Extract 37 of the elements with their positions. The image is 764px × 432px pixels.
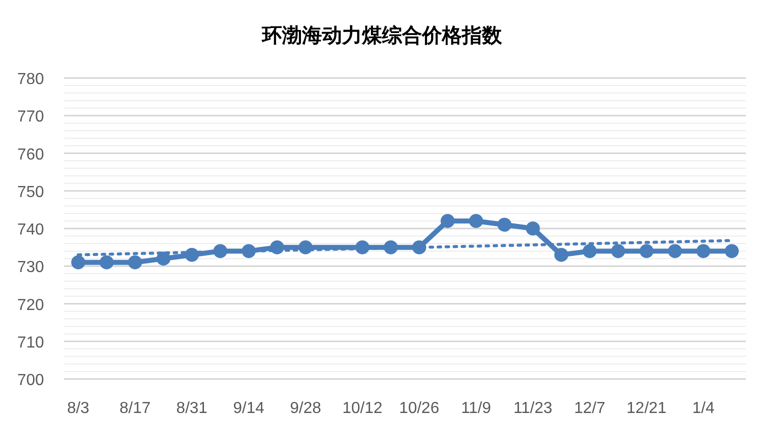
y-tick-label: 770 xyxy=(17,108,44,126)
x-tick-label: 8/31 xyxy=(176,400,208,417)
y-tick-label: 780 xyxy=(17,71,44,88)
x-tick-label: 11/23 xyxy=(513,400,552,417)
point xyxy=(128,255,142,270)
x-tick-label: 8/3 xyxy=(67,400,90,417)
y-tick-label: 730 xyxy=(17,259,44,276)
y-tick-label: 740 xyxy=(17,222,44,238)
point xyxy=(497,218,512,232)
y-tick-label: 750 xyxy=(17,184,44,201)
x-tick-label: 12/7 xyxy=(574,400,606,417)
point xyxy=(100,255,114,270)
x-tick-label: 12/21 xyxy=(626,400,667,417)
x-tick-label: 9/28 xyxy=(290,400,322,417)
point xyxy=(611,244,626,258)
point xyxy=(668,244,682,258)
point xyxy=(440,214,455,228)
y-tick-label: 720 xyxy=(17,296,44,314)
point xyxy=(469,214,484,228)
x-tick-label: 9/14 xyxy=(233,400,264,417)
point xyxy=(156,252,170,266)
y-tick-label: 760 xyxy=(17,146,44,164)
point xyxy=(526,222,540,236)
x-tick-label: 11/9 xyxy=(461,400,492,417)
point xyxy=(71,255,86,270)
point xyxy=(582,244,597,258)
x-tick-label: 1/4 xyxy=(692,400,715,417)
point xyxy=(554,248,568,262)
point xyxy=(640,244,654,258)
x-tick-label: 10/26 xyxy=(399,400,440,417)
y-tick-label: 700 xyxy=(17,372,44,389)
y-tick-label: 710 xyxy=(17,334,44,352)
x-tick-label: 10/12 xyxy=(342,400,382,417)
x-tick-label: 8/17 xyxy=(119,400,151,417)
chart-title: 环渤海动力煤综合价格指数 xyxy=(261,24,503,47)
point xyxy=(724,244,739,258)
point xyxy=(696,244,710,258)
